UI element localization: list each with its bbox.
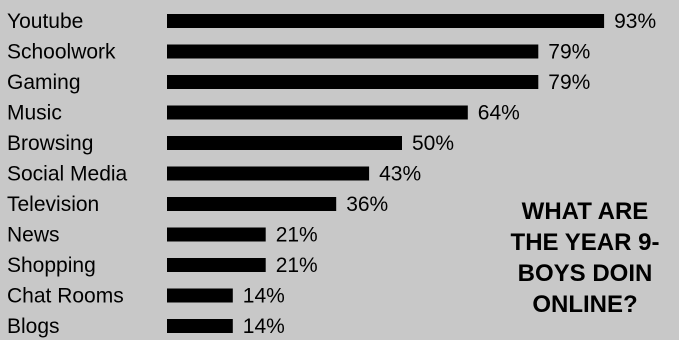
value-label-browsing: 50%	[412, 132, 454, 155]
value-label-social-media: 43%	[379, 163, 421, 186]
chart-title: WHAT ARE THE YEAR 9- BOYS DOIN ONLINE?	[510, 198, 660, 318]
bar-music	[167, 105, 468, 120]
category-label-chat-rooms: Chat Rooms	[7, 285, 124, 308]
category-label-youtube: Youtube	[7, 10, 83, 33]
category-label-music: Music	[7, 102, 62, 125]
value-label-blogs: 14%	[243, 315, 285, 338]
bar-gaming	[167, 75, 539, 89]
bar-television	[167, 197, 337, 211]
value-label-gaming: 79%	[548, 71, 590, 94]
value-label-youtube: 93%	[614, 10, 656, 33]
bar-news	[167, 227, 266, 242]
category-label-shopping: Shopping	[7, 254, 96, 277]
category-label-browsing: Browsing	[7, 132, 93, 155]
value-label-music: 64%	[478, 102, 520, 125]
value-label-chat-rooms: 14%	[243, 285, 285, 308]
bar-shopping	[167, 258, 266, 272]
bar-social-media	[167, 166, 370, 181]
category-label-schoolwork: Schoolwork	[7, 41, 116, 64]
value-label-television: 36%	[346, 193, 388, 216]
category-label-television: Television	[7, 193, 99, 216]
value-label-shopping: 21%	[276, 254, 318, 277]
bar-browsing	[167, 136, 402, 150]
bar-chat-rooms	[167, 288, 233, 303]
value-label-news: 21%	[276, 224, 318, 247]
bar-schoolwork	[167, 44, 539, 59]
category-label-blogs: Blogs	[7, 315, 60, 338]
bar-blogs	[167, 319, 233, 333]
category-label-social-media: Social Media	[7, 163, 128, 186]
bar-youtube	[167, 14, 605, 28]
category-label-news: News	[7, 224, 60, 247]
category-label-gaming: Gaming	[7, 71, 81, 94]
value-label-schoolwork: 79%	[548, 41, 590, 64]
